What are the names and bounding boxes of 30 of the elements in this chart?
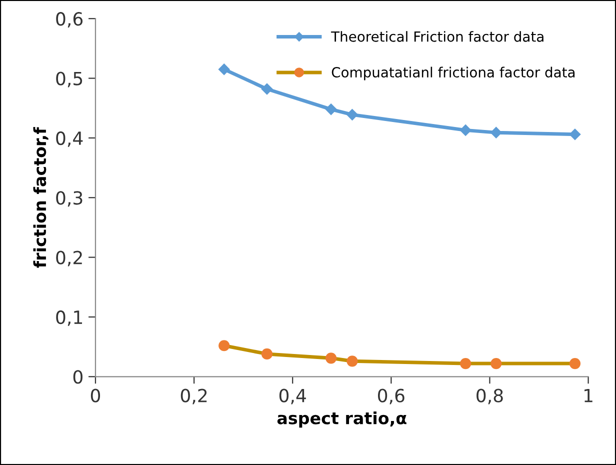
y-axis-title: friction factor,f xyxy=(33,126,48,268)
y-tick-label: 0,6 xyxy=(56,12,83,28)
y-tick-label: 0,5 xyxy=(56,72,82,88)
point xyxy=(261,83,273,95)
point xyxy=(218,63,230,76)
y-tick-label: 0,1 xyxy=(56,310,82,326)
y-tick-label: 0,3 xyxy=(56,191,82,207)
point xyxy=(346,356,358,367)
x-tick-label: 0,4 xyxy=(279,388,306,404)
point xyxy=(569,358,581,370)
legend-label: Compuatatianl frictiona factor data xyxy=(332,66,575,80)
point xyxy=(261,348,273,360)
x-tick-label: 0,2 xyxy=(180,388,207,404)
point xyxy=(460,358,472,370)
point xyxy=(218,340,230,352)
point xyxy=(325,352,337,364)
point xyxy=(325,103,337,116)
point xyxy=(490,358,502,370)
x-tick-label: 0 xyxy=(90,388,100,402)
x-axis-title: aspect ratio,α xyxy=(277,411,406,428)
x-tick-label: 0,8 xyxy=(476,388,503,404)
x-tick-label: 0,6 xyxy=(378,388,404,404)
point xyxy=(346,108,358,121)
legend-label: Theoretical Friction factor data xyxy=(331,31,544,42)
point xyxy=(460,124,472,136)
y-tick-label: 0,4 xyxy=(56,131,83,147)
point xyxy=(569,128,581,140)
y-tick-label: 0,2 xyxy=(56,250,82,266)
y-tick-label: 0 xyxy=(73,370,82,384)
x-tick-label: 1 xyxy=(584,389,592,402)
